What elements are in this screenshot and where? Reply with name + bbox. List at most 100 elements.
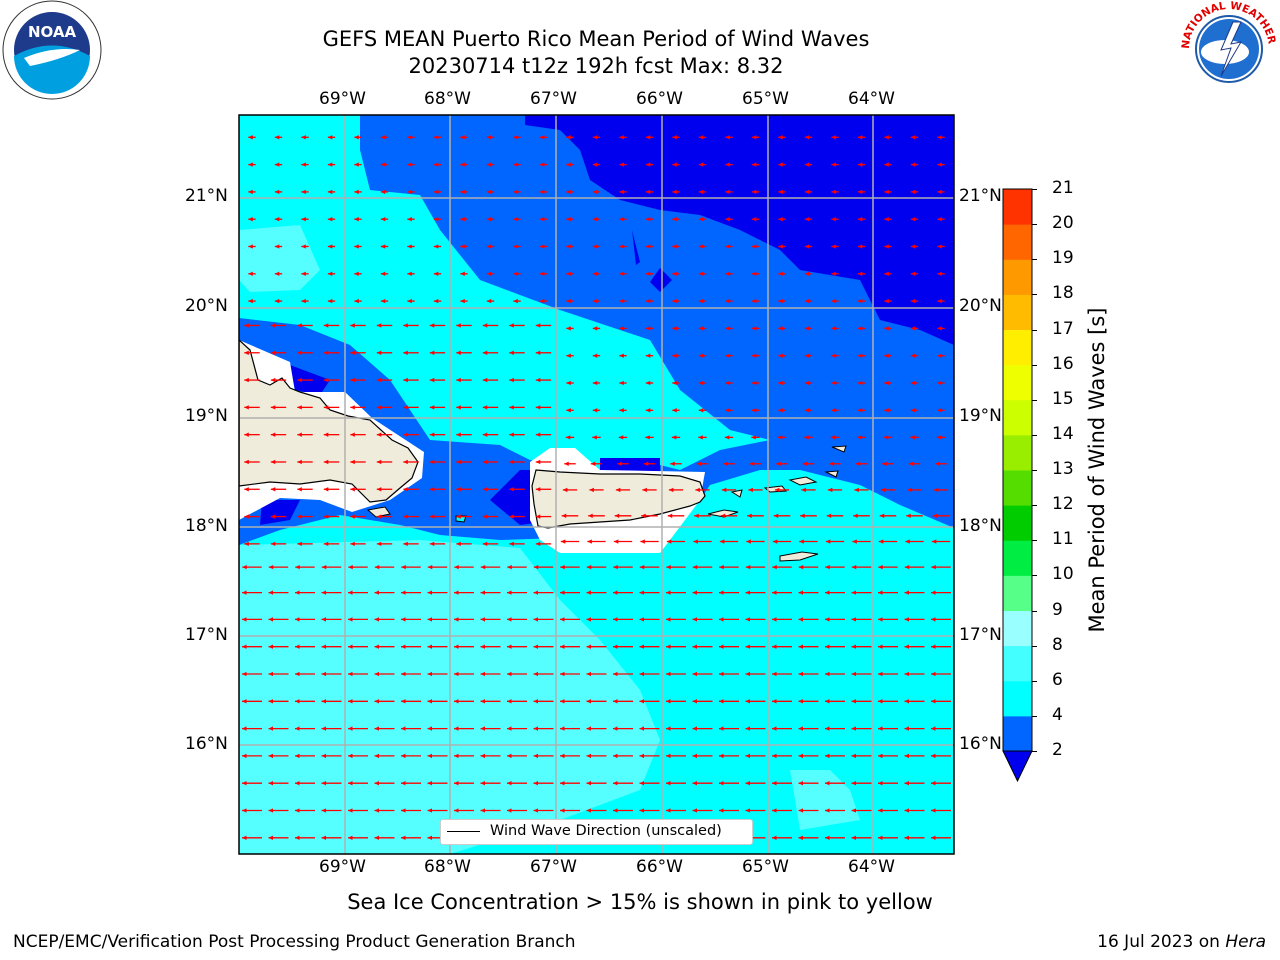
wave-direction-arrowhead xyxy=(798,835,804,840)
wave-direction-arrowhead xyxy=(297,432,302,437)
wave-direction-arrowhead xyxy=(619,162,624,167)
wave-direction-arrowhead xyxy=(327,189,333,195)
wave-direction-arrowhead xyxy=(827,487,833,493)
wave-direction-arrowhead xyxy=(910,244,916,249)
wave-direction-arrowhead xyxy=(456,377,461,383)
wave-direction-arrowhead xyxy=(672,326,677,331)
wave-direction-arrowhead xyxy=(533,808,539,813)
wave-direction-arrowhead xyxy=(244,405,249,410)
wave-direction-arrowhead xyxy=(799,539,804,544)
wave-direction-arrowhead xyxy=(535,377,541,383)
wave-direction-arrowhead xyxy=(482,405,488,410)
wave-direction-arrowhead xyxy=(772,699,777,704)
wave-direction-arrowhead xyxy=(297,350,302,355)
wave-direction-arrowhead xyxy=(354,271,359,276)
colorbar-tick-mark xyxy=(1032,364,1037,366)
wave-direction-arrowhead xyxy=(696,461,702,466)
wave-direction-arrowhead xyxy=(507,644,512,649)
wave-direction-arrowhead xyxy=(456,541,461,547)
wave-direction-arrowhead xyxy=(586,726,592,731)
colorbar-tick-mark xyxy=(1032,505,1037,507)
wave-direction-arrowhead xyxy=(825,699,830,704)
wave-direction-arrowhead xyxy=(931,835,936,840)
wave-direction-arrowhead xyxy=(878,808,883,813)
wave-direction-arrowhead xyxy=(831,135,836,140)
wave-direction-arrowhead xyxy=(268,617,274,622)
wave-direction-arrowhead xyxy=(380,189,386,195)
wave-direction-arrowhead xyxy=(802,461,808,466)
wave-direction-arrowhead xyxy=(778,271,783,276)
colorbar-segment xyxy=(1003,294,1032,330)
wave-direction-arrowhead xyxy=(751,135,757,140)
wave-direction-arrowhead xyxy=(274,244,280,249)
wave-direction-arrowhead xyxy=(535,487,541,492)
wave-direction-arrowhead xyxy=(507,671,512,677)
wave-direction-arrowhead xyxy=(588,513,593,518)
wave-direction-arrowhead xyxy=(666,699,671,704)
wave-direction-arrowhead xyxy=(619,298,624,304)
wave-direction-arrowhead xyxy=(749,461,755,466)
wave-direction-arrowhead xyxy=(719,617,724,622)
wave-direction-arrowhead xyxy=(937,189,942,195)
wave-direction-arrowhead xyxy=(592,217,598,222)
wave-direction-arrowhead xyxy=(248,189,253,195)
wave-direction-arrowhead xyxy=(672,271,677,276)
wave-direction-arrowhead xyxy=(619,244,624,249)
wave-direction-arrowhead xyxy=(480,726,486,731)
wave-direction-arrowhead xyxy=(433,135,439,140)
wave-direction-arrowhead xyxy=(937,271,942,276)
wave-direction-arrowhead xyxy=(804,298,810,304)
wave-direction-arrowhead xyxy=(719,753,724,759)
wave-direction-arrowhead xyxy=(639,699,645,704)
wave-direction-arrowhead xyxy=(427,726,433,731)
colorbar-tick-label: 18 xyxy=(1052,283,1074,304)
wave-direction-arrowhead xyxy=(268,564,274,570)
wave-direction-arrowhead xyxy=(297,459,302,465)
wave-direction-arrowhead xyxy=(672,408,677,413)
wave-direction-arrowhead xyxy=(427,808,433,813)
wave-direction-arrowhead xyxy=(321,671,327,677)
wave-direction-arrowhead xyxy=(910,380,916,386)
wave-direction-arrowhead xyxy=(826,513,832,518)
wave-direction-arrowhead xyxy=(401,781,406,786)
wave-direction-arrowhead xyxy=(535,514,541,519)
wave-direction-arrowhead xyxy=(321,564,327,570)
wave-direction-arrowhead xyxy=(354,244,359,249)
wave-direction-arrowhead xyxy=(719,564,724,570)
wave-direction-arrowhead xyxy=(562,487,568,493)
wave-direction-arrowhead xyxy=(645,217,651,222)
wave-direction-arrowhead xyxy=(482,459,488,465)
wave-direction-arrowhead xyxy=(566,408,571,413)
lat-label-right-21n: 21°N xyxy=(959,186,1002,206)
wave-direction-arrowhead xyxy=(798,564,804,570)
wave-direction-arrowhead xyxy=(301,162,306,167)
wave-direction-arrowhead xyxy=(454,699,459,704)
wave-direction-arrowhead xyxy=(350,487,355,492)
wave-direction-arrowhead xyxy=(427,644,433,649)
map-title: GEFS MEAN Puerto Rico Mean Period of Win… xyxy=(322,27,870,51)
wave-direction-arrowhead xyxy=(482,541,488,547)
wave-direction-arrowhead xyxy=(933,487,939,493)
wave-direction-arrowhead xyxy=(323,377,329,383)
wave-direction-arrowhead xyxy=(507,781,512,786)
wave-direction-arrowhead xyxy=(851,564,857,570)
footer-producer: NCEP/EMC/Verification Post Processing Pr… xyxy=(13,932,576,952)
wave-direction-arrowhead xyxy=(407,135,412,140)
island-culebra xyxy=(730,489,743,498)
wave-direction-arrowhead xyxy=(645,135,651,140)
wave-direction-arrowhead xyxy=(666,781,671,786)
wave-direction-arrowhead xyxy=(751,408,757,413)
wave-direction-arrowhead xyxy=(376,377,382,383)
wave-direction-arrowhead xyxy=(725,298,730,304)
wave-direction-arrowhead xyxy=(613,644,618,649)
wave-direction-arrowhead xyxy=(719,539,725,544)
wave-direction-arrowhead xyxy=(376,514,382,519)
colorbar-tick-label: 13 xyxy=(1052,459,1074,479)
wave-direction-arrowhead xyxy=(592,135,598,140)
wave-direction-arrowhead xyxy=(857,353,863,358)
lat-label-left-20n: 20°N xyxy=(185,296,228,316)
wave-direction-arrowhead xyxy=(851,644,857,649)
lat-label-right-16n: 16°N xyxy=(959,734,1002,754)
wave-direction-arrowhead xyxy=(301,217,306,222)
wave-direction-arrowhead xyxy=(772,726,777,731)
